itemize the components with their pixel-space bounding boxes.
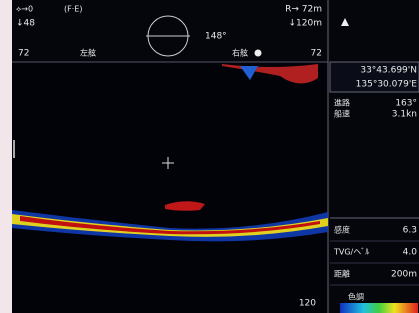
setting-label: 距離 bbox=[334, 269, 350, 279]
right-value: 72 bbox=[311, 49, 322, 59]
setting-value: 200m bbox=[391, 270, 417, 280]
depth-right: ↓120m bbox=[289, 19, 323, 29]
setting-label: TVG/ヘﾞﾙ bbox=[333, 248, 369, 257]
colorbar bbox=[340, 303, 418, 313]
colorbar-label: 色調 bbox=[348, 292, 364, 302]
setting-value: 4.0 bbox=[403, 248, 418, 258]
starboard-label: 右舷 bbox=[232, 48, 248, 58]
longitude: 135°30.079'E bbox=[356, 80, 418, 90]
offset: ⟡→0 bbox=[16, 5, 33, 14]
bearing: 148° bbox=[205, 32, 227, 42]
setting-label: 感度 bbox=[334, 225, 350, 235]
course-value: 163° bbox=[395, 99, 417, 109]
echo-area bbox=[12, 62, 328, 313]
setting-value: 6.3 bbox=[403, 226, 417, 236]
sonar-screen: ⟡→0 ↓48 (F·E) 148° R→ 72m ↓120m 72 左舷 右舷… bbox=[0, 0, 419, 313]
depth-marker: 120 bbox=[299, 299, 316, 309]
page: ⟡→0 ↓48 (F·E) 148° R→ 72m ↓120m 72 左舷 右舷… bbox=[0, 0, 419, 313]
depth-left: ↓48 bbox=[16, 19, 35, 29]
port-label: 左舷 bbox=[80, 48, 96, 58]
starboard-dot bbox=[255, 50, 262, 57]
left-value: 72 bbox=[18, 49, 29, 59]
speed-value: 3.1kn bbox=[392, 110, 417, 120]
mode: (F·E) bbox=[64, 5, 82, 14]
range-right: R→ 72m bbox=[285, 5, 322, 15]
speed-label: 船速 bbox=[334, 109, 350, 119]
course-label: 進路 bbox=[334, 98, 350, 108]
latitude: 33°43.699'N bbox=[360, 66, 417, 76]
